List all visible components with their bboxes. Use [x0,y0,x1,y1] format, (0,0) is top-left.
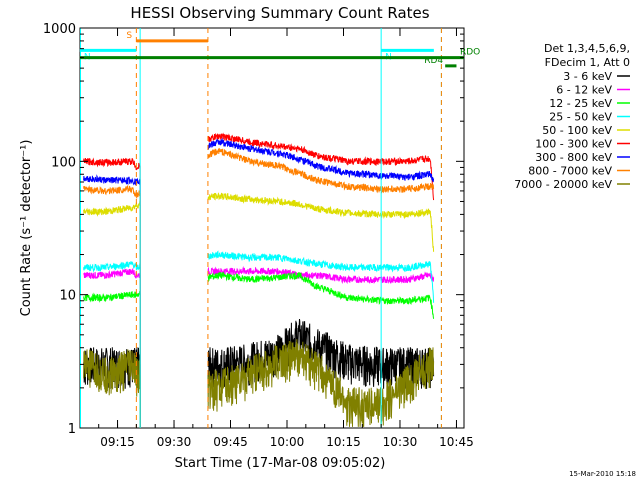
series-line [207,137,435,183]
legend-entry-label: 7000 - 20000 keV [514,178,612,191]
series-line [207,147,435,194]
x-tick-label: 09:45 [213,435,248,449]
vertical-lines [80,28,442,428]
x-tick-label: 09:15 [100,435,135,449]
legend-entry-label: 300 - 800 keV [535,151,612,164]
series-line [83,349,141,397]
y-tick-label: 10 [59,289,76,304]
series-line [207,271,435,319]
series-line [207,265,435,285]
y-tick-label: 100 [51,155,76,170]
series-line [207,192,435,252]
plot-area [79,27,465,429]
x-tick-label: 10:15 [326,435,361,449]
legend-entry-label: 3 - 6 keV [563,70,612,83]
x-tick-label: 10:00 [270,435,305,449]
y-tick-label: 1 [68,422,76,437]
series-line [83,184,141,199]
legend-entry-label: 12 - 25 keV [549,97,612,110]
legend-entry-label: 800 - 7000 keV [528,165,612,178]
series-line [207,250,435,303]
series-line [83,268,141,280]
series-line [83,157,141,171]
legend-header-1: Det 1,3,4,5,6,9, [544,42,630,55]
legend-entry-label: 50 - 100 keV [542,124,612,137]
x-tick-label: 10:30 [383,435,418,449]
flag-label: RD4 [424,56,443,66]
flag-label: S [126,31,132,41]
flag-label: RDO [460,48,480,58]
series-line [83,290,141,303]
axes: 09:15 09:30 09:45 10:00 10:15 10:30 10:45 1 10 10… [43,22,474,449]
x-axis-label: Start Time (17-Mar-08 09:05:02) [175,456,386,471]
x-tick-label: 10:45 [439,435,474,449]
y-axis-label: Count Rate (s⁻¹ detector⁻¹) [19,140,34,317]
legend-entry-label: 25 - 50 keV [549,111,612,124]
flag-bars: SNNRDORD4 [79,31,480,68]
series-line [83,200,141,217]
series-line [207,132,435,201]
chart-title: HESSI Observing Summary Count Rates [130,4,429,22]
legend: Det 1,3,4,5,6,9, FDecim 1, Att 0 3 - 6 k… [514,42,630,191]
legend-header-2: FDecim 1, Att 0 [545,56,630,69]
series-line [207,339,435,427]
footer-date: 15-Mar-2010 15:18 [569,470,636,478]
y-tick-label: 1000 [43,22,76,37]
legend-entry-label: 6 - 12 keV [556,84,612,97]
series-line [83,174,141,186]
series-line [83,261,141,273]
legend-entry-label: 100 - 300 keV [535,138,612,151]
x-tick-label: 09:30 [157,435,192,449]
